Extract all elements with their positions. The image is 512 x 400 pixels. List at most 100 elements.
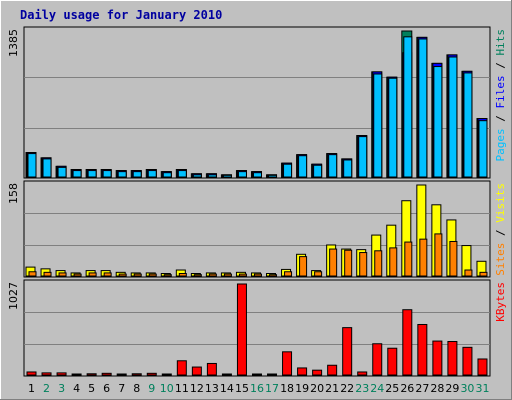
legend-hits: Pages / Files / Hits — [494, 29, 507, 162]
x-tick-label: 14 — [220, 382, 234, 395]
bar-pages — [117, 171, 127, 178]
bar-kbytes — [56, 372, 67, 376]
bar-pages — [448, 56, 458, 178]
y-max-label: 1385 — [7, 29, 20, 57]
bar-sites — [389, 247, 398, 277]
x-tick-label: 2 — [43, 382, 50, 395]
panel-frame — [23, 279, 491, 377]
bar-pages — [177, 170, 187, 178]
bar-sites — [208, 273, 217, 277]
bar-kbytes — [191, 366, 202, 376]
legend-entry: Files — [494, 75, 507, 108]
bar-sites — [253, 273, 262, 277]
bar-pages — [418, 38, 428, 178]
bar-sites — [404, 241, 413, 277]
x-tick-label: 30 — [460, 382, 474, 395]
x-tick-label: 31 — [475, 382, 489, 395]
bar-kbytes — [402, 309, 413, 376]
bar-pages — [283, 163, 293, 178]
x-tick-label: 20 — [310, 382, 324, 395]
legend-entry: / — [494, 109, 507, 129]
bars-visits — [25, 184, 488, 277]
bar-sites — [148, 273, 157, 277]
bar-kbytes — [387, 347, 398, 376]
x-tick-label: 19 — [295, 382, 309, 395]
bar-pages — [207, 174, 217, 178]
bar-pages — [72, 170, 82, 178]
bars-kbytes — [26, 283, 488, 376]
x-tick-label: 25 — [385, 382, 399, 395]
bar-sites — [419, 238, 428, 277]
bar-kbytes — [432, 340, 443, 376]
bar-pages — [222, 174, 232, 178]
bar-kbytes — [342, 327, 353, 376]
legend-entry: Hits — [494, 29, 507, 56]
bar-pages — [328, 154, 338, 178]
bar-kbytes — [101, 372, 112, 376]
panel-frame — [23, 26, 491, 179]
bar-pages — [237, 171, 247, 178]
bar-kbytes — [206, 362, 217, 376]
x-axis-day-labels: 1 2 3 4 5 6 7 8 9 10 11 12 13 14 15 16 17 18 19 20 21 22 23 24 2… — [28, 382, 489, 395]
bar-pages — [358, 136, 368, 178]
x-tick-label: 7 — [118, 382, 125, 395]
bar-pages — [343, 159, 353, 178]
x-tick-label: 9 — [148, 382, 155, 395]
bar-sites — [479, 271, 488, 277]
bar-sites — [269, 274, 278, 277]
bar-kbytes — [161, 373, 172, 376]
legend-entry: Sites — [494, 243, 507, 276]
x-tick-label: 18 — [280, 382, 294, 395]
bar-sites — [163, 274, 172, 277]
legend-entry: Visits — [494, 183, 507, 223]
bar-pages — [42, 158, 52, 178]
bar-kbytes — [86, 373, 97, 376]
x-tick-label: 3 — [58, 382, 65, 395]
legend-entry: KBytes — [494, 282, 507, 322]
bar-kbytes — [221, 373, 232, 376]
legend-entry: Pages — [494, 128, 507, 161]
bar-sites — [374, 250, 383, 277]
bar-kbytes — [372, 343, 383, 376]
bar-pages — [132, 171, 142, 178]
x-tick-label: 4 — [73, 382, 80, 395]
legend-visits: Sites / Visits — [494, 183, 507, 276]
x-tick-label: 16 — [250, 382, 264, 395]
bar-kbytes — [327, 364, 338, 376]
x-tick-label: 29 — [445, 382, 459, 395]
bar-pages — [27, 153, 37, 178]
bar-sites — [434, 233, 443, 277]
bar-pages — [388, 77, 398, 178]
bar-kbytes — [462, 346, 473, 376]
bar-sites — [118, 273, 127, 277]
y-max-label: 158 — [7, 183, 20, 204]
bars-hits — [25, 30, 488, 178]
y-max-label: 1027 — [7, 282, 20, 310]
bar-kbytes — [297, 367, 308, 376]
bar-pages — [298, 155, 308, 178]
bar-sites — [133, 273, 142, 277]
bar-kbytes — [267, 373, 278, 376]
bar-pages — [192, 174, 202, 178]
bar-sites — [449, 240, 458, 277]
bar-kbytes — [236, 283, 247, 376]
bar-sites — [28, 271, 37, 277]
bar-sites — [314, 271, 323, 277]
bar-sites — [299, 256, 308, 277]
bar-sites — [88, 272, 97, 277]
bar-kbytes — [417, 323, 428, 376]
bar-kbytes — [176, 360, 187, 376]
x-tick-label: 8 — [133, 382, 140, 395]
panel-hits: 1385 Pages / Files / Hits — [7, 26, 507, 179]
legend-entry: / — [494, 223, 507, 243]
bar-sites — [43, 271, 52, 277]
bar-pages — [463, 72, 473, 178]
bar-kbytes — [26, 371, 37, 376]
bar-kbytes — [447, 341, 458, 376]
legend-entry: / — [494, 56, 507, 76]
panel-visits: 158 Sites / Visits — [7, 180, 507, 278]
bar-sites — [58, 272, 67, 277]
bar-pages — [478, 120, 488, 178]
x-tick-label: 11 — [175, 382, 189, 395]
